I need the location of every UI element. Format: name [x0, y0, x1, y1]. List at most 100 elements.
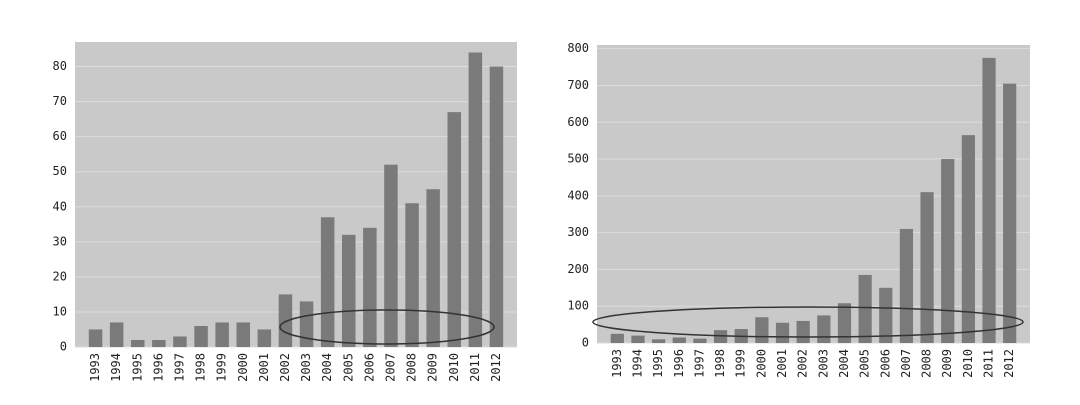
x-tick-label: 2004 — [320, 353, 334, 382]
x-tick-label: 1999 — [215, 353, 229, 382]
bar — [693, 338, 707, 343]
x-tick-label: 2007 — [899, 349, 913, 378]
y-tick-label: 800 — [567, 41, 589, 55]
y-tick-label: 300 — [567, 225, 589, 239]
plot-area — [597, 45, 1030, 343]
y-tick-label: 700 — [567, 78, 589, 92]
x-tick-label: 2000 — [754, 349, 768, 378]
x-tick-label: 2005 — [341, 353, 355, 382]
y-tick-label: 200 — [567, 262, 589, 276]
bar — [468, 52, 483, 347]
x-tick-label: 1993 — [88, 353, 102, 382]
bar — [109, 322, 124, 347]
x-tick-label: 2008 — [920, 349, 934, 378]
bar — [341, 234, 356, 347]
x-tick-label: 2003 — [816, 349, 830, 378]
bar — [363, 227, 377, 347]
bar — [194, 325, 208, 347]
bar — [775, 322, 790, 343]
x-tick-label: 2009 — [426, 353, 440, 382]
bar — [405, 203, 419, 347]
y-tick-label: 0 — [60, 340, 67, 354]
x-tick-label: 2005 — [858, 349, 872, 378]
y-tick-label: 10 — [53, 304, 67, 318]
x-tick-label: 1995 — [130, 353, 144, 382]
bar — [1003, 83, 1017, 343]
bar — [672, 337, 686, 343]
y-tick-label: 30 — [53, 234, 67, 248]
x-tick-label: 2009 — [940, 349, 954, 378]
bar — [652, 339, 666, 343]
y-tick-label: 500 — [567, 152, 589, 166]
x-tick-label: 1994 — [630, 349, 644, 378]
bar — [215, 322, 229, 347]
bar — [920, 192, 934, 343]
x-tick-label: 2012 — [1002, 349, 1016, 378]
y-tick-label: 60 — [53, 129, 67, 143]
y-tick-label: 50 — [53, 164, 67, 178]
x-tick-label: 1996 — [672, 349, 686, 378]
bar — [426, 189, 440, 347]
bar — [941, 159, 955, 343]
bar — [837, 303, 852, 343]
bar — [257, 329, 272, 347]
x-tick-label: 2006 — [878, 349, 892, 378]
x-tick-label: 2004 — [837, 349, 851, 378]
y-tick-label: 100 — [567, 299, 589, 313]
x-tick-label: 2011 — [982, 349, 996, 378]
bar — [899, 228, 914, 343]
x-tick-label: 2002 — [278, 353, 292, 382]
bar — [982, 57, 996, 343]
y-tick-label: 600 — [567, 115, 589, 129]
x-tick-label: 2011 — [468, 353, 482, 382]
bar — [384, 164, 398, 347]
x-tick-label: 2012 — [489, 353, 503, 382]
x-tick-label: 1995 — [651, 349, 665, 378]
bar — [236, 322, 251, 347]
y-tick-label: 80 — [53, 59, 67, 73]
y-tick-label: 40 — [53, 199, 67, 213]
bar — [320, 217, 335, 347]
bar — [961, 135, 975, 343]
bar — [879, 287, 893, 343]
x-tick-label: 1998 — [194, 353, 208, 382]
bar — [447, 112, 462, 347]
x-tick-label: 2008 — [405, 353, 419, 382]
bar — [817, 315, 831, 343]
x-tick-label: 1998 — [713, 349, 727, 378]
bar — [610, 333, 624, 343]
bar — [152, 339, 166, 347]
y-tick-label: 20 — [53, 269, 67, 283]
x-tick-label: 2006 — [362, 353, 376, 382]
bar — [631, 335, 645, 343]
x-tick-label: 2001 — [257, 353, 271, 382]
x-tick-label: 2000 — [236, 353, 250, 382]
bar — [489, 66, 504, 348]
x-tick-label: 2002 — [796, 349, 810, 378]
bar — [858, 274, 872, 343]
bar — [299, 301, 314, 347]
x-tick-label: 2010 — [961, 349, 975, 378]
y-tick-label: 400 — [567, 188, 589, 202]
bar — [755, 317, 769, 343]
x-tick-label: 1997 — [692, 349, 706, 378]
bar — [713, 330, 728, 343]
x-tick-label: 2007 — [383, 353, 397, 382]
bar — [796, 320, 810, 343]
highlight-ellipse — [592, 306, 1024, 338]
highlight-ellipse — [279, 309, 495, 345]
bar — [130, 339, 145, 347]
y-tick-label: 70 — [53, 94, 67, 108]
x-tick-label: 1993 — [610, 349, 624, 378]
x-tick-label: 2010 — [447, 353, 461, 382]
x-tick-label: 1997 — [172, 353, 186, 382]
x-tick-label: 1999 — [734, 349, 748, 378]
bar — [88, 329, 103, 347]
y-tick-label: 0 — [582, 336, 589, 350]
x-tick-label: 2003 — [299, 353, 313, 382]
bar — [173, 336, 187, 347]
x-tick-label: 1994 — [109, 353, 123, 382]
x-tick-label: 2001 — [775, 349, 789, 378]
x-tick-label: 1996 — [151, 353, 165, 382]
